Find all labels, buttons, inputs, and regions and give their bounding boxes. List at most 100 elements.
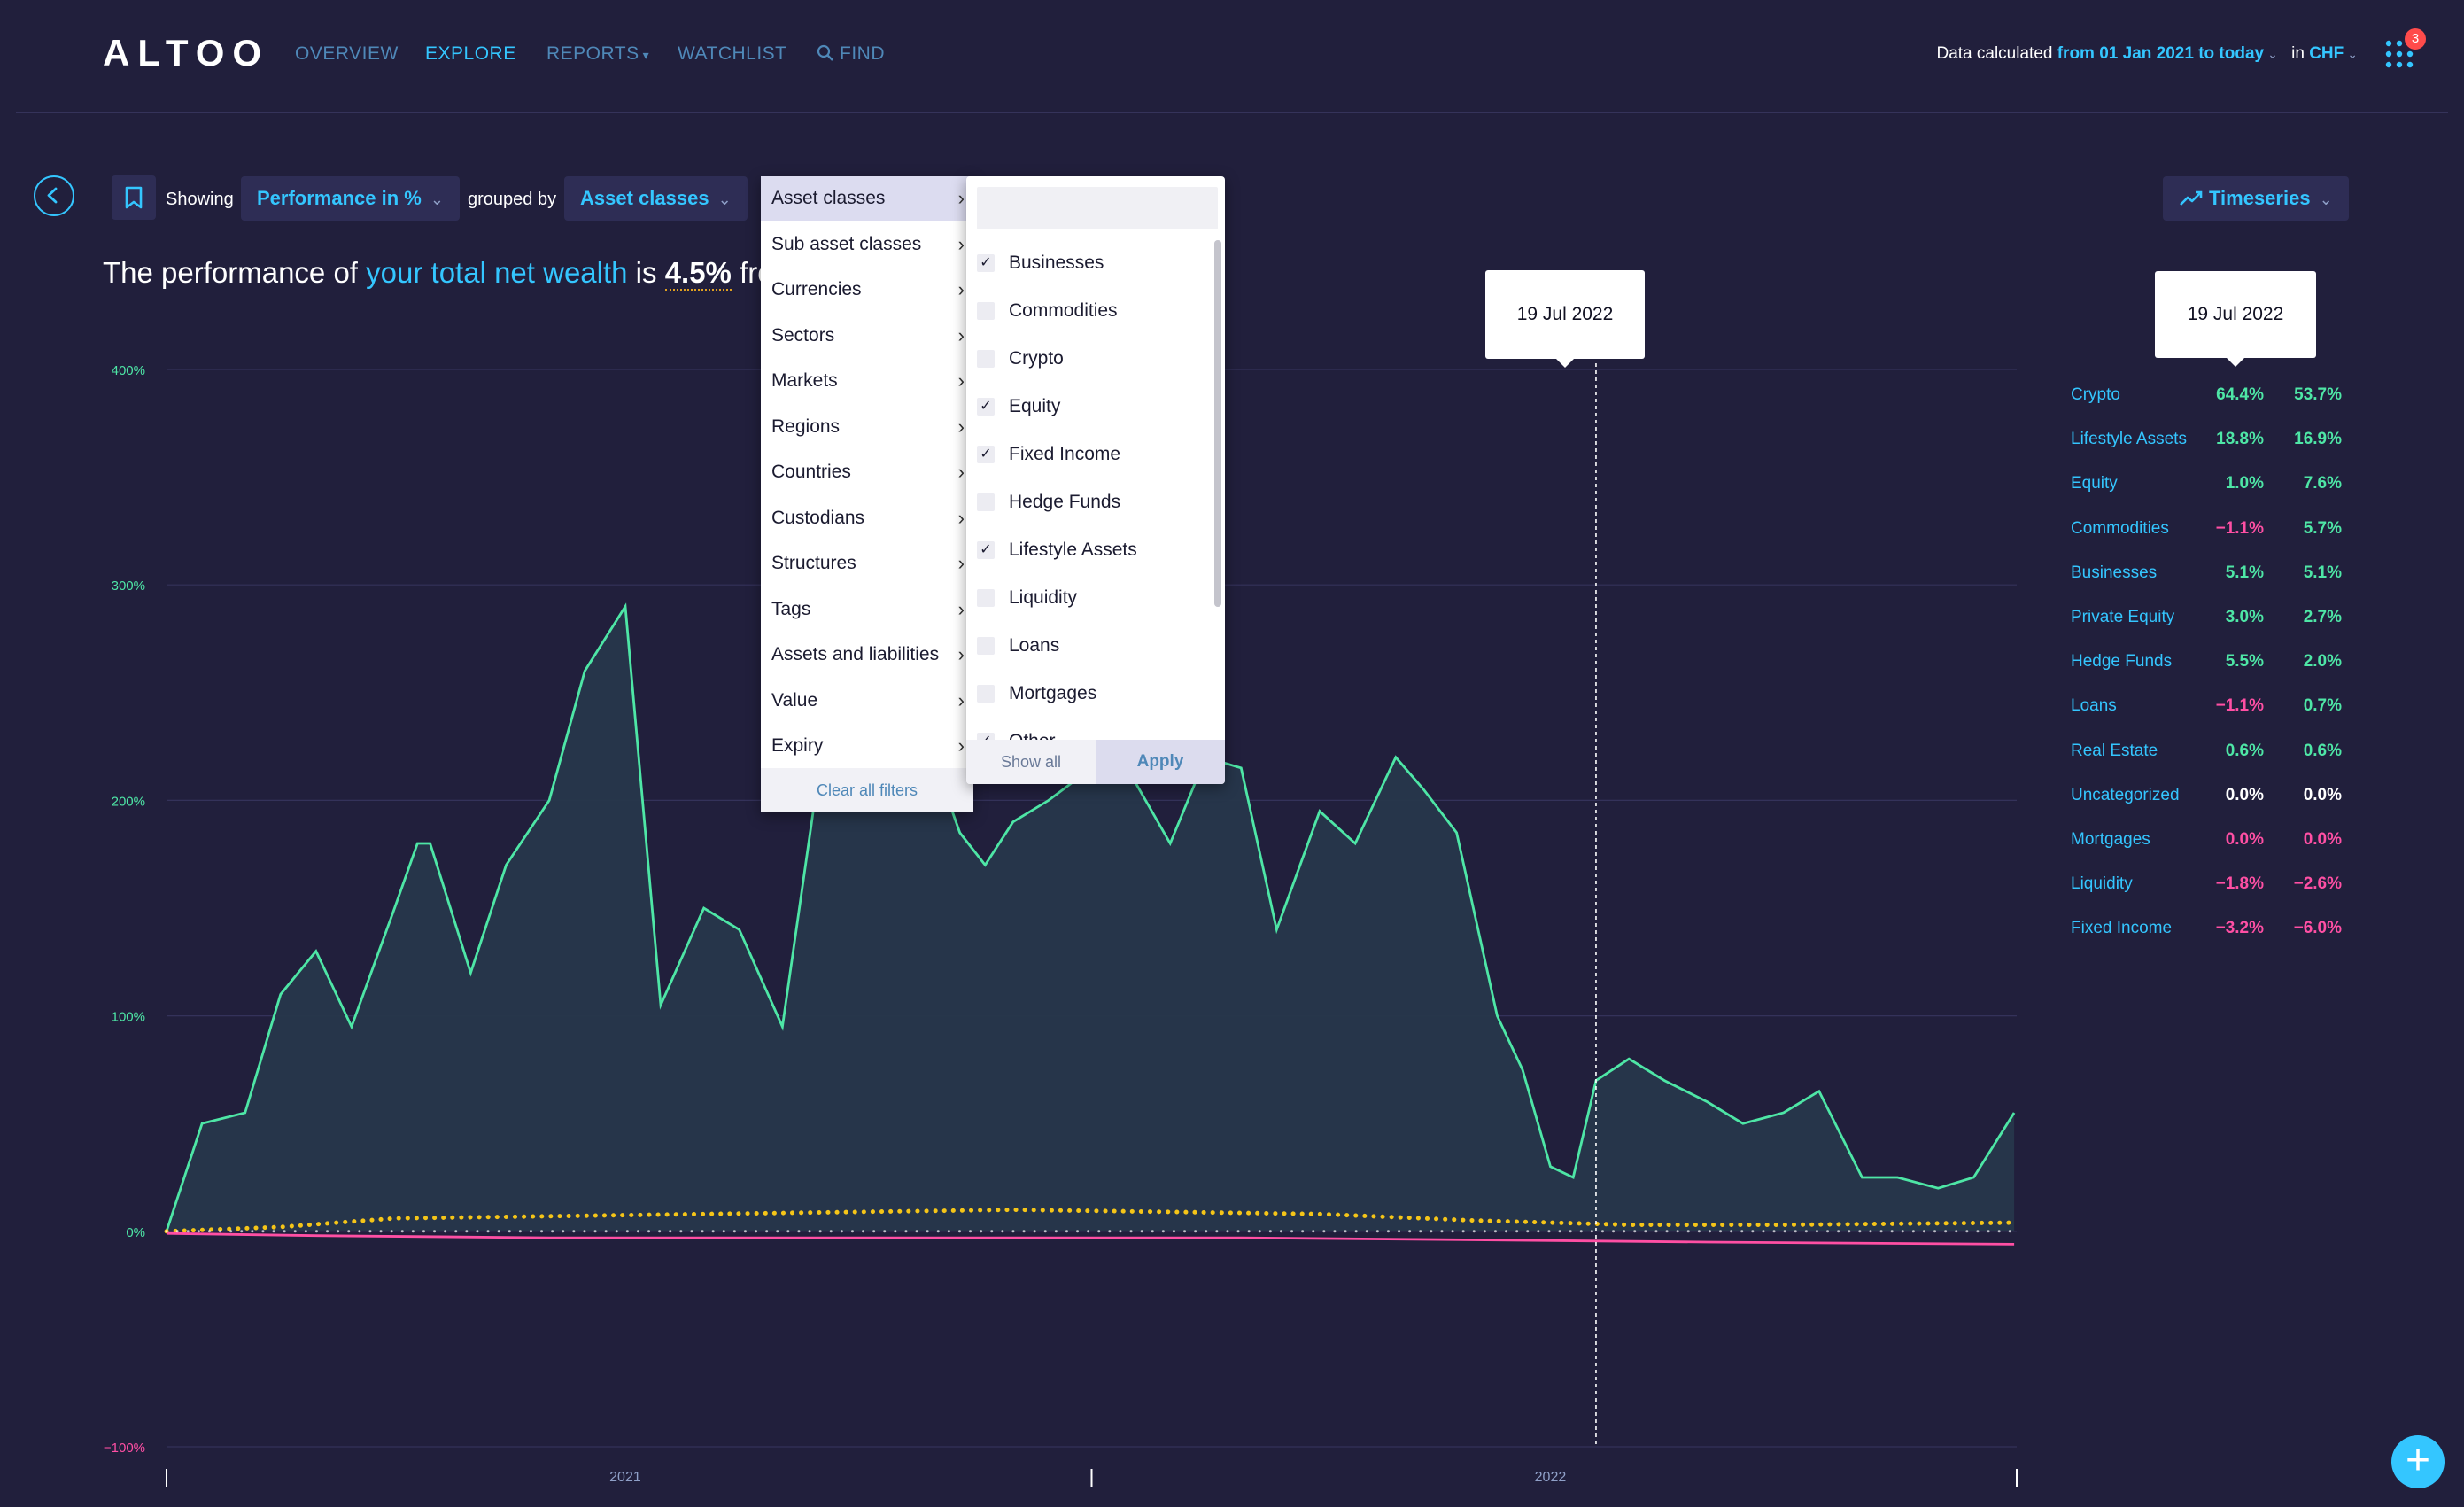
- nav-reports[interactable]: REPORTS ▾: [546, 43, 649, 66]
- chevron-right-icon: ›: [957, 506, 965, 529]
- nav-find[interactable]: FIND: [817, 43, 885, 66]
- checkbox[interactable]: [977, 637, 995, 655]
- filter-option-commodities[interactable]: Commodities: [977, 293, 1198, 329]
- filter-option-equity[interactable]: ✓ Equity: [977, 389, 1198, 424]
- legend-name[interactable]: Loans: [2071, 696, 2117, 716]
- checkbox[interactable]: [977, 685, 995, 703]
- menu-item-sectors[interactable]: Sectors ›: [761, 314, 973, 358]
- data-point: [1741, 1122, 1744, 1125]
- checkbox[interactable]: [977, 589, 995, 607]
- legend-name[interactable]: Fixed Income: [2071, 919, 2173, 938]
- legend-row[interactable]: Real Estate 0.6% 0.6%: [2071, 738, 2342, 765]
- filter-option-lifestyle-assets[interactable]: ✓ Lifestyle Assets: [977, 532, 1198, 568]
- filter-option-businesses[interactable]: ✓ Businesses: [977, 245, 1198, 281]
- trend-line-icon: [2180, 190, 2203, 206]
- legend-row[interactable]: Lifestyle Assets 18.8% 16.9%: [2071, 426, 2342, 453]
- data-point: [1394, 756, 1397, 758]
- checkmark-icon[interactable]: ✓: [977, 398, 995, 416]
- data-point: [702, 1213, 705, 1216]
- clear-all-filters-button[interactable]: Clear all filters: [761, 768, 973, 812]
- menu-item-label: Markets: [771, 370, 838, 391]
- legend-name[interactable]: Hedge Funds: [2071, 652, 2173, 672]
- filter-option-crypto[interactable]: Crypto: [977, 341, 1198, 377]
- back-button[interactable]: [34, 175, 74, 216]
- filter-option-hedge-funds[interactable]: Hedge Funds: [977, 485, 1198, 520]
- chevron-down-icon: ⌄: [2319, 190, 2333, 208]
- menu-item-markets[interactable]: Markets ›: [761, 359, 973, 403]
- filter-option-mortgages[interactable]: Mortgages: [977, 676, 1198, 711]
- legend-row[interactable]: Businesses 5.1% 5.1%: [2071, 560, 2342, 586]
- filter-option-fixed-income[interactable]: ✓ Fixed Income: [977, 437, 1198, 472]
- nav-watchlist[interactable]: WATCHLIST: [678, 43, 787, 64]
- data-point: [738, 928, 740, 931]
- checkmark-icon[interactable]: ✓: [977, 446, 995, 463]
- legend-row[interactable]: Private Equity 3.0% 2.7%: [2071, 604, 2342, 631]
- legend-name[interactable]: Real Estate: [2071, 741, 2158, 760]
- checkbox[interactable]: [977, 493, 995, 511]
- net-wealth-link[interactable]: your total net wealth: [366, 256, 628, 289]
- menu-item-regions[interactable]: Regions ›: [761, 405, 973, 449]
- menu-item-custodians[interactable]: Custodians ›: [761, 496, 973, 540]
- altoo-logo[interactable]: ALTOO: [103, 32, 270, 74]
- metric-select[interactable]: Performance in % ⌄: [241, 176, 460, 221]
- currency-select[interactable]: CHF: [2309, 44, 2344, 63]
- legend-name[interactable]: Private Equity: [2071, 608, 2175, 626]
- menu-item-asset-classes[interactable]: Asset classes ›: [761, 176, 973, 221]
- menu-item-structures[interactable]: Structures ›: [761, 541, 973, 586]
- data-point: [1011, 820, 1014, 823]
- scrollbar-thumb[interactable]: [1214, 240, 1221, 607]
- legend-row[interactable]: Equity 1.0% 7.6%: [2071, 470, 2342, 497]
- legend-row[interactable]: Mortgages 0.0% 0.0%: [2071, 827, 2342, 853]
- menu-item-currencies[interactable]: Currencies ›: [761, 268, 973, 312]
- legend-name[interactable]: Crypto: [2071, 385, 2120, 404]
- data-point: [1354, 842, 1357, 844]
- data-point: [1011, 1236, 1014, 1239]
- bookmark-button[interactable]: [112, 175, 156, 220]
- legend-name[interactable]: Lifestyle Assets: [2071, 430, 2187, 449]
- legend-row[interactable]: Commodities −1.1% 5.7%: [2071, 516, 2342, 542]
- group-by-select-value: Asset classes: [580, 187, 709, 209]
- group-by-select[interactable]: Asset classes ⌄: [564, 176, 748, 221]
- legend-name[interactable]: Liquidity: [2071, 874, 2133, 894]
- menu-item-countries[interactable]: Countries ›: [761, 450, 973, 494]
- show-all-button[interactable]: Show all: [966, 740, 1096, 784]
- legend-row[interactable]: Hedge Funds 5.5% 2.0%: [2071, 649, 2342, 675]
- menu-item-sub-asset-classes[interactable]: Sub asset classes ›: [761, 222, 973, 267]
- menu-item-tags[interactable]: Tags ›: [761, 587, 973, 632]
- data-point: [1628, 1058, 1631, 1060]
- filter-dimension-menu: Asset classes › Sub asset classes › Currenci…: [761, 176, 973, 812]
- menu-item-label: Assets and liabilities: [771, 644, 940, 664]
- checkbox[interactable]: [977, 350, 995, 368]
- menu-item-expiry[interactable]: Expiry ›: [761, 724, 973, 768]
- legend-name[interactable]: Uncategorized: [2071, 785, 2180, 804]
- legend-value-date: 0.0%: [2225, 785, 2264, 804]
- checkmark-icon[interactable]: ✓: [977, 541, 995, 559]
- legend-name[interactable]: Businesses: [2071, 563, 2158, 582]
- legend-row[interactable]: Loans −1.1% 0.7%: [2071, 693, 2342, 719]
- legend-row[interactable]: Fixed Income −3.2% −6.0%: [2071, 915, 2342, 942]
- filter-search-input[interactable]: [977, 187, 1218, 229]
- data-point: [548, 1215, 551, 1217]
- legend-row[interactable]: Crypto 64.4% 53.7%: [2071, 382, 2342, 408]
- headline-value[interactable]: 4.5%: [664, 256, 732, 291]
- checkbox[interactable]: [977, 302, 995, 320]
- legend-name[interactable]: Mortgages: [2071, 830, 2150, 849]
- series-line: [166, 1231, 2015, 1246]
- legend-row[interactable]: Liquidity −1.8% −2.6%: [2071, 871, 2342, 897]
- apply-button[interactable]: Apply: [1096, 740, 1225, 784]
- legend-row[interactable]: Uncategorized 0.0% 0.0%: [2071, 782, 2342, 809]
- add-button[interactable]: +: [2391, 1435, 2445, 1488]
- nav-overview[interactable]: OVERVIEW: [295, 43, 399, 64]
- filter-option-loans[interactable]: Loans: [977, 628, 1198, 664]
- filter-option-label: Hedge Funds: [1009, 492, 1121, 512]
- menu-item-value[interactable]: Value ›: [761, 679, 973, 723]
- legend-name[interactable]: Equity: [2071, 474, 2118, 493]
- data-point: [1169, 1210, 1172, 1213]
- legend-name[interactable]: Commodities: [2071, 518, 2169, 538]
- menu-item-assets-and-liabilities[interactable]: Assets and liabilities ›: [761, 633, 973, 677]
- checkmark-icon[interactable]: ✓: [977, 254, 995, 272]
- date-range-select[interactable]: from 01 Jan 2021 to today: [2057, 44, 2265, 63]
- nav-explore[interactable]: EXPLORE: [425, 43, 516, 64]
- view-type-select[interactable]: Timeseries ⌄: [2163, 176, 2349, 221]
- filter-option-liquidity[interactable]: Liquidity: [977, 580, 1198, 616]
